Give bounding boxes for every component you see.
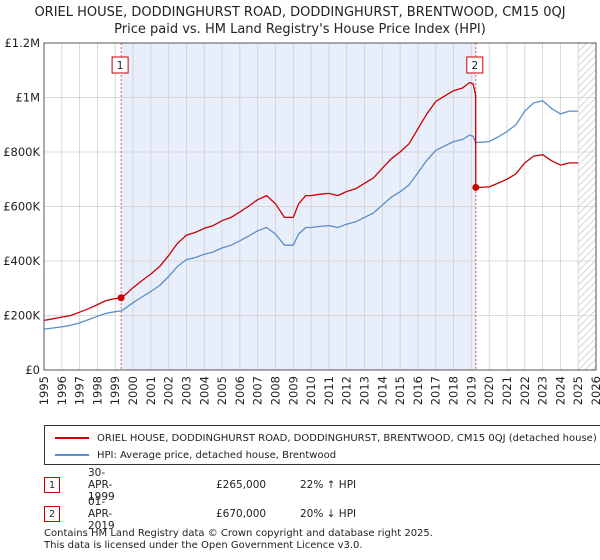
x-tick-label: 1996 [55,376,69,405]
footer-licence: This data is licensed under the Open Gov… [44,540,363,551]
x-tick-label: 2005 [215,376,229,405]
x-tick-label: 2019 [464,376,478,405]
price-chart: £0 £200K £400K £600K £800K £1M £1.2M 1995 1996 19… [3,36,600,405]
x-tick-label: 2002 [162,376,176,405]
x-tick-label: 2025 [571,376,585,405]
transaction-price: £670,000 [216,508,267,520]
y-tick-label: £800K [3,145,40,159]
x-tick-label: 2026 [589,376,600,405]
x-tick-label: 2000 [126,376,140,405]
property-series-line [43,81,579,322]
marker-box [111,56,129,74]
x-tick-label: 2011 [322,376,336,405]
x-tick-label: 2023 [536,376,550,405]
y-tick-label: £400K [3,254,40,268]
chart-subtitle: Price paid vs. HM Land Registry's House … [114,22,486,37]
chart-title-block: ORIEL HOUSE, DODDINGHURST ROAD, DODDINGH… [0,4,600,38]
x-tick-label: 2008 [268,376,282,405]
x-tick-label: 1995 [37,376,51,405]
marker-label: 1 [117,60,124,72]
y-tick-label: £600K [3,200,40,214]
transaction-row: 2 01-APR-2019 £670,000 20% ↓ HPI [44,496,356,532]
x-tick-label: 2013 [358,376,372,405]
sale-point [472,183,480,191]
transaction-row: 1 30-APR-1999 £265,000 22% ↑ HPI [44,467,356,503]
chart-title: ORIEL HOUSE, DODDINGHURST ROAD, DODDINGH… [34,5,566,20]
legend-label-hpi: HPI: Average price, detached house, Bren… [97,449,337,461]
legend-swatch-property [55,437,89,439]
marker-label: 2 [471,60,478,72]
transaction-date: 01-APR-2019 [88,496,115,532]
legend-item-property: ORIEL HOUSE, DODDINGHURST ROAD, DODDINGH… [55,429,597,447]
x-tick-label: 2004 [197,376,211,405]
transaction-date: 30-APR-1999 [88,467,115,503]
x-tick-label: 2007 [251,376,265,405]
y-tick-label: £1.2M [4,36,40,50]
transaction-price: £265,000 [216,479,267,491]
x-tick-label: 2015 [393,376,407,405]
x-tick-label: 2018 [447,376,461,405]
x-tick-label: 2020 [482,376,496,405]
x-tick-label: 2014 [375,376,389,405]
x-tick-label: 1998 [90,376,104,405]
x-tick-label: 2009 [286,376,300,405]
x-tick-label: 2001 [144,376,158,405]
sale-point [117,294,125,302]
y-tick-label: £200K [3,309,40,323]
x-tick-label: 1997 [73,376,87,405]
transaction-badge: 2 [44,506,60,522]
x-tick-label: 2010 [304,376,318,405]
legend: ORIEL HOUSE, DODDINGHURST ROAD, DODDINGH… [44,425,600,465]
x-tick-label: 1999 [108,376,122,405]
footer-copyright: Contains HM Land Registry data © Crown c… [44,528,433,539]
marker-box [466,56,484,74]
transaction-hpi-diff: 22% ↑ HPI [300,479,357,491]
y-tick-label: £1M [15,91,40,105]
y-tick-label: £0 [25,363,40,377]
x-tick-label: 2021 [500,376,514,405]
transaction-badge: 1 [44,477,60,493]
legend-swatch-hpi [55,454,89,456]
footer: Contains HM Land Registry data © Crown c… [44,528,433,552]
x-tick-label: 2022 [518,376,532,405]
x-tick-label: 2012 [340,376,354,405]
plot-frame [43,42,597,371]
x-tick-label: 2017 [429,376,443,405]
x-tick-label: 2024 [553,376,567,405]
x-tick-label: 2016 [411,376,425,405]
legend-label-property: ORIEL HOUSE, DODDINGHURST ROAD, DODDINGH… [97,432,597,444]
legend-item-hpi: HPI: Average price, detached house, Bren… [55,446,336,464]
x-tick-label: 2006 [233,376,247,405]
hpi-series-line [43,100,579,330]
transaction-hpi-diff: 20% ↓ HPI [300,508,357,520]
x-tick-label: 2003 [179,376,193,405]
